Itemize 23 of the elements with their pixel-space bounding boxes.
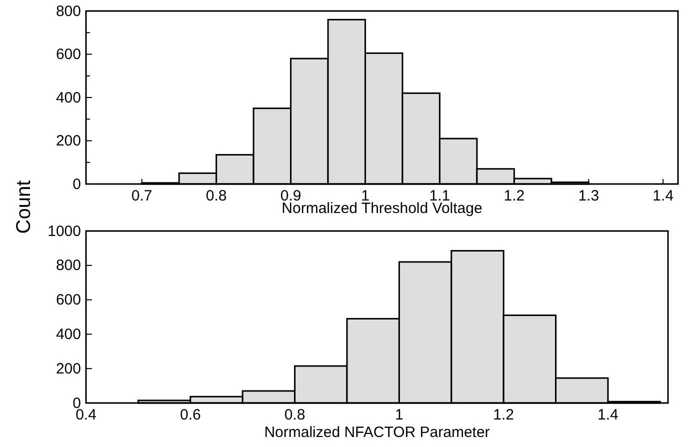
x-axis-title: Normalized NFACTOR Parameter [264, 424, 490, 441]
y-tick-label: 200 [56, 132, 81, 150]
y-tick-label: 200 [56, 360, 81, 378]
y-tick-label: 400 [56, 89, 81, 106]
y-axis-title: Count [13, 180, 35, 234]
x-tick-label: 0.7 [131, 188, 152, 204]
x-tick-label: 0.6 [180, 406, 201, 424]
x-tick-label: 1 [395, 406, 404, 424]
y-tick-label: 600 [56, 292, 81, 309]
y-tick-label: 800 [56, 2, 81, 20]
x-tick-label: 0.8 [284, 406, 306, 424]
x-tick-label: 0.8 [206, 188, 227, 204]
y-tick-label: 400 [56, 326, 81, 343]
y-tick-label: 1000 [48, 222, 81, 240]
y-tick-label: 800 [56, 257, 81, 274]
y-tick-label: 0 [72, 176, 81, 193]
x-tick-label: 1.4 [598, 406, 618, 424]
x-tick-label: 1.2 [493, 406, 514, 424]
x-axis-title: Normalized Threshold Voltage [282, 200, 482, 217]
x-tick-label: 1.4 [652, 188, 674, 204]
x-tick-label: 1.2 [504, 188, 525, 204]
y-tick-label: 600 [56, 46, 81, 64]
x-tick-label: 1.3 [578, 188, 600, 204]
